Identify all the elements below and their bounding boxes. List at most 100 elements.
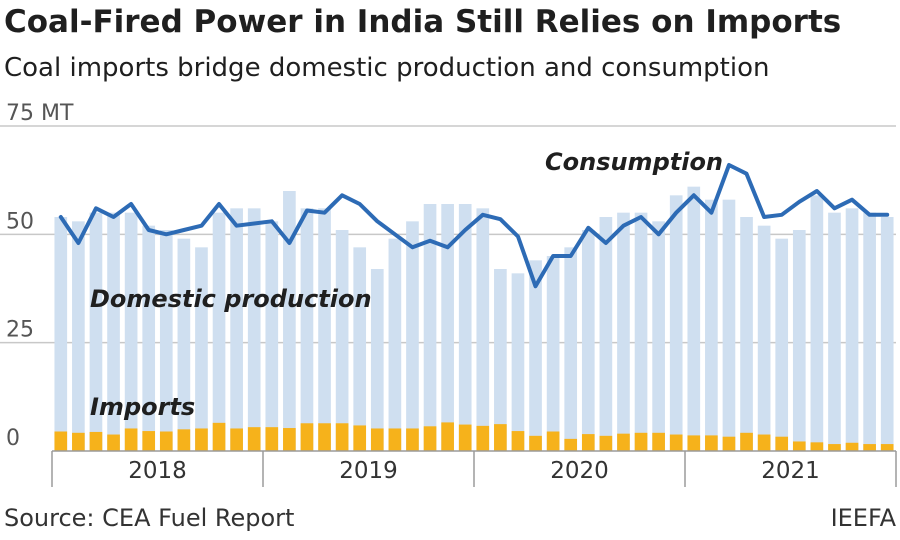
- imports-bar: [740, 432, 753, 451]
- domestic-production-bar: [335, 230, 349, 451]
- domestic-production-bar: [353, 247, 367, 451]
- imports-bar: [652, 432, 665, 451]
- imports-bar: [757, 434, 771, 451]
- imports-bar: [441, 422, 454, 451]
- imports-bar: [406, 428, 419, 451]
- domestic-production-bar: [863, 212, 876, 451]
- imports-bar: [423, 426, 437, 451]
- domestic-production-bar: [283, 191, 296, 451]
- domestic-production-bar: [652, 221, 665, 451]
- imports-bar: [335, 423, 349, 451]
- imports-bar: [494, 424, 507, 451]
- imports-bar: [458, 424, 472, 451]
- domestic-production-bar: [230, 208, 243, 451]
- consumption-label: Consumption: [545, 148, 723, 176]
- x-tick-label: 2018: [128, 458, 187, 484]
- domestic-production-label: Domestic production: [90, 285, 372, 313]
- domestic-production-bar: [810, 195, 824, 451]
- imports-bar: [318, 423, 331, 451]
- x-tick-label: 2019: [339, 458, 398, 484]
- x-axis: 2018 2019 2020 2021: [51, 450, 897, 487]
- domestic-production-bar: [107, 212, 120, 451]
- y-tick-label-top: 75 MT: [6, 101, 74, 126]
- domestic-production-bar: [581, 230, 595, 451]
- imports-bar: [124, 428, 138, 451]
- imports-bar: [89, 431, 103, 451]
- y-axis-ticks: 0 25 50 75 MT: [6, 101, 74, 451]
- imports-bar: [863, 444, 876, 451]
- domestic-production-bar: [546, 256, 560, 451]
- imports-bar: [546, 431, 560, 451]
- imports-bar: [564, 438, 578, 451]
- domestic-production-bars: [54, 186, 894, 451]
- y-tick-label: 50: [6, 209, 34, 234]
- domestic-production-bar: [722, 199, 736, 451]
- imports-bar: [142, 431, 156, 451]
- domestic-production-bar: [247, 208, 261, 451]
- domestic-production-bar: [89, 212, 103, 451]
- imports-bar: [212, 422, 226, 451]
- imports-bar: [687, 435, 701, 451]
- imports-bar: [722, 436, 736, 451]
- imports-bar: [705, 435, 718, 451]
- x-tick-label: 2021: [761, 458, 820, 484]
- imports-bar: [810, 442, 824, 451]
- domestic-production-bar: [177, 238, 191, 451]
- imports-bar: [511, 431, 525, 451]
- domestic-production-bar: [792, 230, 806, 451]
- imports-bar: [300, 423, 314, 451]
- chart-title: Coal-Fired Power in India Still Relies o…: [4, 4, 841, 40]
- domestic-production-bar: [845, 208, 859, 451]
- domestic-production-bar: [300, 208, 314, 451]
- domestic-production-bar: [124, 212, 138, 451]
- imports-bar: [634, 432, 648, 451]
- domestic-production-bar: [529, 260, 542, 451]
- imports-bar: [880, 444, 894, 451]
- imports-bar: [283, 428, 296, 451]
- imports-bar: [669, 434, 683, 451]
- imports-bar: [388, 428, 402, 451]
- imports-bar: [529, 435, 542, 451]
- domestic-production-bar: [687, 186, 701, 451]
- domestic-production-bar: [72, 221, 85, 451]
- imports-bar: [792, 441, 806, 451]
- domestic-production-bar: [599, 217, 613, 451]
- imports-bar: [54, 431, 68, 451]
- imports-bar: [599, 435, 613, 451]
- imports-bar: [265, 427, 279, 451]
- domestic-production-bar: [54, 217, 68, 451]
- domestic-production-bar: [318, 208, 331, 451]
- domestic-production-bar: [406, 221, 419, 451]
- domestic-production-bar: [458, 204, 472, 451]
- imports-bar: [177, 429, 191, 451]
- y-tick-label: 25: [6, 318, 34, 343]
- imports-bar: [476, 425, 490, 451]
- domestic-production-bar: [265, 221, 279, 451]
- domestic-production-bar: [634, 212, 648, 451]
- domestic-production-bar: [828, 212, 841, 451]
- domestic-production-bar: [705, 199, 718, 451]
- domestic-production-bar: [494, 269, 507, 451]
- domestic-production-bar: [441, 204, 454, 451]
- domestic-production-bar: [757, 225, 771, 451]
- domestic-production-bar: [142, 225, 156, 451]
- imports-bar: [195, 428, 208, 451]
- imports-bars: [54, 422, 894, 451]
- domestic-production-bar: [195, 247, 208, 451]
- chart-subtitle: Coal imports bridge domestic production …: [4, 53, 769, 83]
- source-note: Source: CEA Fuel Report: [4, 504, 294, 532]
- x-tick-label: 2020: [550, 458, 609, 484]
- domestic-production-bar: [370, 269, 384, 451]
- imports-bar: [775, 436, 789, 451]
- domestic-production-bar: [617, 212, 630, 451]
- imports-bar: [370, 428, 384, 451]
- imports-label: Imports: [90, 393, 195, 421]
- imports-bar: [230, 428, 243, 451]
- domestic-production-bar: [669, 195, 683, 451]
- imports-bar: [159, 431, 173, 451]
- imports-bar: [107, 434, 120, 451]
- domestic-production-bar: [388, 238, 402, 451]
- domestic-production-bar: [423, 204, 437, 451]
- imports-bar: [353, 425, 367, 451]
